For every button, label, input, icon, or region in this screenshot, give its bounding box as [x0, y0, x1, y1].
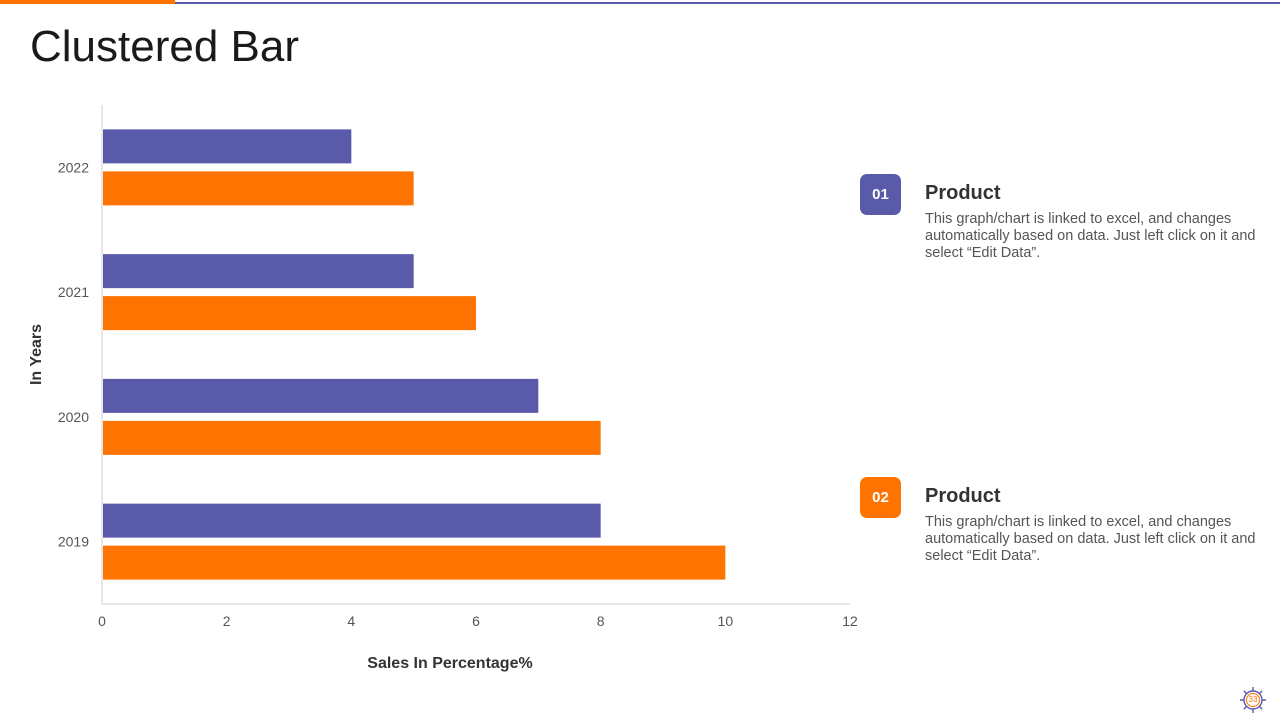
bar-series1-2020: [103, 378, 539, 413]
y-axis-title: In Years: [28, 324, 45, 385]
x-tick-label: 8: [597, 613, 605, 629]
x-tick-label: 4: [347, 613, 355, 629]
legend-title-2: Product: [925, 485, 1001, 507]
bar-series2-2019: [103, 545, 726, 580]
legend-description-2: This graph/chart is linked to excel, and…: [925, 514, 1256, 564]
bar-series2-2022: [103, 171, 414, 206]
x-tick-label: 12: [842, 613, 858, 629]
clustered-bar-chart: 0 2 4 6 8 10 12 2019 2020 2021 2022 Sales In Percen…: [28, 105, 858, 672]
top-accent-bar: [0, 0, 175, 4]
page-number: 33: [1248, 695, 1258, 704]
x-tick-label: 0: [98, 613, 106, 629]
x-axis-title: Sales In Percentage%: [367, 655, 532, 672]
y-tick-label: 2020: [58, 409, 89, 425]
y-tick-label: 2021: [58, 284, 89, 300]
bar-series1-2019: [103, 503, 601, 538]
bar-series1-2021: [103, 254, 414, 289]
x-tick-label: 2: [223, 613, 231, 629]
x-tick-label: 10: [718, 613, 734, 629]
legend-title-1: Product: [925, 182, 1001, 204]
bar-series2-2020: [103, 420, 601, 455]
legend-description-1: This graph/chart is linked to excel, and…: [925, 211, 1256, 261]
gear-icon: [1240, 687, 1266, 713]
x-tick-label: 6: [472, 613, 480, 629]
y-tick-label: 2019: [58, 534, 89, 550]
legend-badge-1: 01: [860, 174, 901, 215]
bar-series1-2022: [103, 129, 352, 164]
top-rule: [0, 2, 1280, 4]
legend-badge-2: 02: [860, 477, 901, 518]
bar-series2-2021: [103, 296, 476, 331]
page-title: Clustered Bar: [30, 22, 300, 71]
y-tick-label: 2022: [58, 159, 89, 175]
